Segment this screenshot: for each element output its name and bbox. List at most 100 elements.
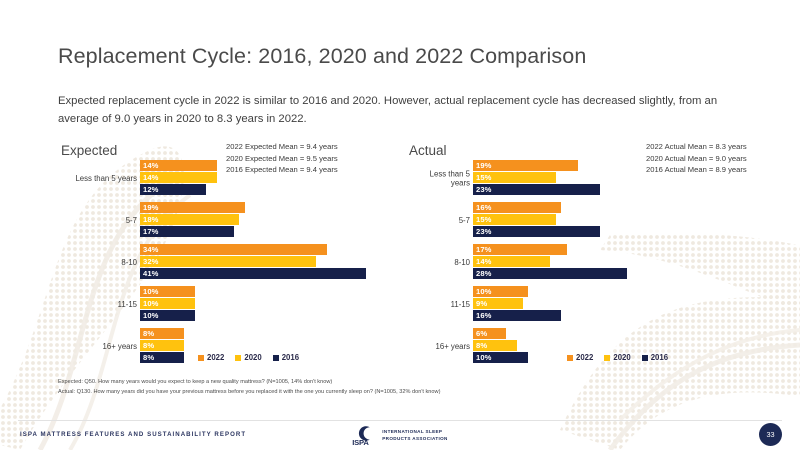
bar-2016: 28% <box>473 268 627 279</box>
category-label: Less than 5 years <box>75 173 137 183</box>
footer-divider <box>18 420 782 421</box>
bar-2022: 6% <box>473 328 506 339</box>
legend-swatch <box>641 354 648 361</box>
legend-item-2016: 2016 <box>272 353 300 362</box>
bar-value-label: 10% <box>476 353 492 362</box>
chart-title-actual: Actual <box>409 143 447 158</box>
bar-value-label: 18% <box>143 215 159 224</box>
bar-plot-expected: Less than 5 years 14% 14% 12% 5-7 19% 18% 17% 8-… <box>58 160 398 365</box>
bar-value-label: 8% <box>143 353 155 362</box>
mean-line: 2016 Actual Mean = 8.9 years <box>646 165 747 175</box>
legend-label: 2016 <box>281 353 300 362</box>
bar-value-label: 19% <box>476 161 492 170</box>
legend-label: 2022 <box>576 353 594 362</box>
logo-tagline-line1: INTERNATIONAL SLEEP <box>382 429 443 435</box>
bar-2022: 8% <box>140 328 184 339</box>
bar-2022: 16% <box>473 202 561 213</box>
bar-stack: 19% 18% 17% <box>140 202 398 239</box>
bar-stack: 10% 10% 10% <box>140 286 398 323</box>
bar-group: 5-7 19% 18% 17% <box>58 202 398 239</box>
bar-2016: 16% <box>473 310 561 321</box>
bar-value-label: 10% <box>143 287 159 296</box>
bar-2016: 10% <box>473 352 528 363</box>
mean-annotations-actual: 2022 Actual Mean = 8.3 years 2020 Actual… <box>646 141 747 176</box>
bar-group: 11-15 10% 9% 16% <box>408 286 758 323</box>
bar-stack: 17% 14% 28% <box>473 244 758 281</box>
bar-2020: 8% <box>473 340 517 351</box>
page-title: Replacement Cycle: 2016, 2020 and 2022 C… <box>58 44 587 68</box>
bar-value-label: 6% <box>476 329 488 338</box>
mean-line: 2016 Expected Mean = 9.4 years <box>226 165 338 175</box>
logo-wordmark: ISPA <box>352 438 369 447</box>
legend-label: 2020 <box>244 353 262 362</box>
bar-2020: 10% <box>140 298 195 309</box>
legend-label: 2020 <box>613 353 631 362</box>
bar-2020: 15% <box>473 214 556 225</box>
legend-item-2022: 2022 <box>567 353 593 362</box>
bar-2022: 19% <box>140 202 245 213</box>
chart-title-expected: Expected <box>61 143 118 158</box>
bar-value-label: 34% <box>143 245 159 254</box>
bar-2016: 10% <box>140 310 195 321</box>
bar-value-label: 15% <box>476 173 492 182</box>
category-label: 5-7 <box>125 215 137 225</box>
bar-value-label: 32% <box>143 257 159 266</box>
bar-group: 16+ years 6% 8% 10% <box>408 328 758 365</box>
bar-stack: 16% 15% 23% <box>473 202 758 239</box>
bar-2020: 8% <box>140 340 184 351</box>
bar-2022: 10% <box>140 286 195 297</box>
bar-group: 8-10 34% 32% 41% <box>58 244 398 281</box>
bar-2016: 23% <box>473 184 600 195</box>
category-label: Less than 5 years <box>429 168 470 188</box>
bar-group: 11-15 10% 10% 10% <box>58 286 398 323</box>
mean-line: 2022 Actual Mean = 8.3 years <box>646 142 747 151</box>
bar-2020: 14% <box>473 256 550 267</box>
bar-value-label: 41% <box>143 269 159 278</box>
category-label: 8-10 <box>454 257 470 267</box>
bar-value-label: 16% <box>476 311 492 320</box>
bar-value-label: 23% <box>476 227 492 236</box>
legend-swatch <box>235 354 242 361</box>
bar-2016: 8% <box>140 352 184 363</box>
bar-2022: 17% <box>473 244 567 255</box>
slide-footer: ISPA MATTRESS FEATURES AND SUSTAINABILIT… <box>0 420 800 450</box>
bar-value-label: 12% <box>143 185 159 194</box>
bar-value-label: 9% <box>476 299 488 308</box>
chart-legend-expected: 2022 2020 2016 <box>198 353 299 362</box>
legend-swatch <box>272 354 279 361</box>
bar-value-label: 19% <box>143 203 159 212</box>
bar-group: 8-10 17% 14% 28% <box>408 244 758 281</box>
category-label: 16+ years <box>102 341 137 351</box>
category-label: 5-7 <box>458 215 470 225</box>
logo-tagline-line2: PRODUCTS ASSOCIATION <box>382 436 448 441</box>
legend-swatch <box>567 354 573 361</box>
bar-2020: 15% <box>473 172 556 183</box>
bar-value-label: 15% <box>476 215 492 224</box>
legend-swatch <box>604 354 611 361</box>
bar-stack: 10% 9% 16% <box>473 286 758 323</box>
mean-line: 2022 Expected Mean = 9.4 years <box>226 142 338 151</box>
bar-2020: 18% <box>140 214 239 225</box>
bar-2016: 17% <box>140 226 234 237</box>
footnotes: Expected: Q50. How many years would you … <box>58 378 440 398</box>
bar-group: 5-7 16% 15% 23% <box>408 202 758 239</box>
category-label: 16+ years <box>435 341 470 351</box>
bar-stack: 34% 32% 41% <box>140 244 398 281</box>
bar-value-label: 8% <box>143 329 155 338</box>
legend-label: 2016 <box>650 353 669 362</box>
slide-subtitle: Expected replacement cycle in 2022 is si… <box>58 95 718 125</box>
bar-2022: 14% <box>140 160 217 171</box>
category-label: 11-15 <box>450 299 470 309</box>
ispa-logo: ISPA INTERNATIONAL SLEEP PRODUCTS ASSOCI… <box>352 426 448 447</box>
mean-annotations-expected: 2022 Expected Mean = 9.4 years 2020 Expe… <box>226 141 338 176</box>
bar-2020: 14% <box>140 172 217 183</box>
legend-label: 2022 <box>207 353 225 362</box>
bar-value-label: 23% <box>476 185 492 194</box>
bar-2022: 10% <box>473 286 528 297</box>
bar-value-label: 14% <box>143 161 159 170</box>
bar-plot-actual: Less than 5 years 19% 15% 23% 5-7 16% 15% 23% 8-… <box>408 160 758 365</box>
bar-2016: 12% <box>140 184 206 195</box>
crescent-moon-icon: ISPA <box>352 426 378 447</box>
footnote-actual: Actual: Q130. How many years did you hav… <box>58 388 441 395</box>
